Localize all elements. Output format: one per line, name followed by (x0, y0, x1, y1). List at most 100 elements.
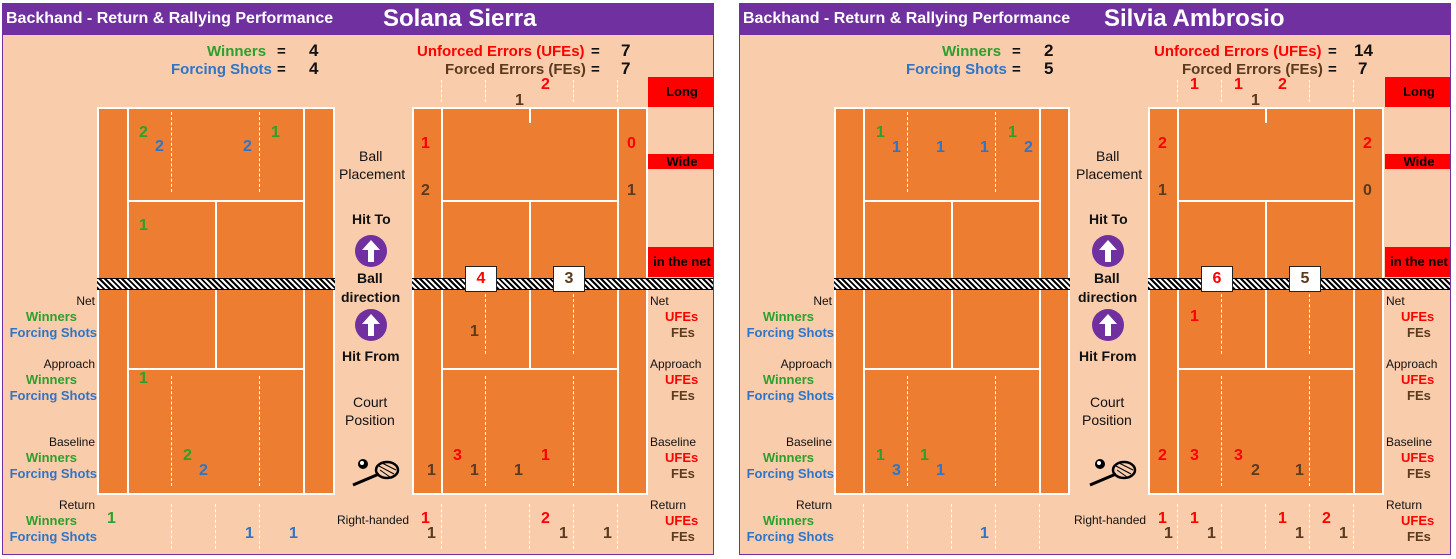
row-label-fes: FEs (671, 529, 695, 544)
summary-eq: = (1012, 43, 1021, 60)
tag-in-the-net: in the net (1385, 247, 1450, 277)
row-label-net: Net (650, 294, 669, 308)
row-label-winners: Winners (762, 309, 814, 324)
court-line (1177, 200, 1355, 202)
return-ufe: 1 (421, 510, 430, 527)
summary-winners-label: Winners (207, 43, 267, 60)
row-label-return: Return (58, 498, 95, 512)
player-name: Silvia Ambrosio (1104, 5, 1285, 32)
ball-placement-label: Ball (359, 148, 383, 164)
court-dash (259, 376, 260, 486)
court-dash (573, 376, 574, 486)
court-line (863, 368, 1041, 370)
court-dash (485, 376, 486, 486)
row-label-baseline: Baseline (650, 435, 697, 449)
court-line (127, 368, 305, 370)
court-dash (171, 112, 172, 192)
court-dash (907, 112, 908, 192)
court-line (1039, 109, 1041, 493)
court-dash (907, 376, 908, 486)
return-dash (951, 504, 952, 549)
court-line (529, 109, 531, 123)
summary-forcing-label: Forcing Shots (906, 61, 1007, 78)
panel-silvia: Backhand - Return & Rallying Performance… (739, 3, 1451, 555)
panel-solana: Backhand - Return & Rallying Performance… (2, 3, 714, 555)
arrow-up-icon (1092, 309, 1124, 341)
court-line (1353, 109, 1355, 493)
baseline-fe: 1 (1295, 462, 1304, 479)
hit-to-label: Hit To (1089, 211, 1128, 227)
row-label-ufes: UFEs (665, 513, 699, 528)
return-dash (1221, 504, 1222, 549)
return-dash (259, 504, 260, 549)
return-ufe: 1 (1190, 510, 1199, 527)
row-label-fes: FEs (1407, 388, 1431, 403)
header-subtitle: Backhand - Return & Rallying Performance (743, 10, 1071, 27)
row-label-return: Return (650, 498, 687, 512)
row-label-ufes: UFEs (1401, 450, 1435, 465)
return-fe: 1 (559, 525, 568, 542)
row-label-baseline: Baseline (1386, 435, 1433, 449)
wide-right-fe: 0 (1363, 182, 1372, 199)
court-position-label: Position (345, 412, 395, 428)
arrow-up-icon (1092, 235, 1124, 267)
summary-fe-value: 7 (1358, 59, 1368, 78)
return-dash (215, 504, 216, 549)
court-line (441, 109, 443, 493)
court-dash (995, 112, 996, 192)
placement-forcing: 2 (155, 138, 164, 155)
court-dash (485, 294, 486, 354)
wide-right-ufe: 2 (1363, 135, 1372, 152)
summary-ufe-value: 14 (1354, 41, 1373, 60)
placement-winners: 1 (876, 124, 885, 141)
return-dash (907, 504, 908, 549)
baseline-forcing: 1 (936, 462, 945, 479)
row-label-return: Return (795, 498, 832, 512)
row-label-baseline: Baseline (785, 435, 832, 449)
tennis-racket-icon (1089, 459, 1137, 487)
row-label-forcing: Forcing Shots (746, 388, 834, 403)
long-dash (1309, 80, 1310, 102)
row-label-ufes: UFEs (665, 372, 699, 387)
court-line (441, 368, 619, 370)
summary-eq: = (1012, 61, 1021, 78)
baseline-ufe: 3 (1190, 447, 1199, 464)
tag-long: Long (1385, 77, 1450, 107)
court-dash (171, 376, 172, 486)
long-ufe: 1 (1190, 76, 1199, 93)
row-label-ufes: UFEs (1401, 372, 1435, 387)
long-ufe: 2 (541, 76, 550, 93)
long-dash (485, 80, 486, 102)
baseline-forcing: 3 (892, 462, 901, 479)
return-winners: 1 (107, 510, 116, 527)
row-label-winners: Winners (25, 309, 77, 324)
return-forcing: 1 (245, 525, 254, 542)
long-fe: 1 (515, 92, 524, 109)
row-label-winners: Winners (762, 450, 814, 465)
long-dash (441, 80, 442, 102)
row-label-fes: FEs (1407, 325, 1431, 340)
court-line (617, 109, 619, 493)
return-ufe: 2 (1322, 510, 1331, 527)
row-label-winners: Winners (25, 450, 77, 465)
net-count-box: 3 (553, 266, 585, 292)
summary-eq: = (277, 61, 286, 78)
row-label-fes: FEs (1407, 466, 1431, 481)
row-label-forcing: Forcing Shots (746, 325, 834, 340)
wide-left-ufe: 1 (421, 135, 430, 152)
approach-winners: 1 (139, 370, 148, 387)
baseline-winners: 1 (920, 447, 929, 464)
return-dash (617, 504, 618, 549)
long-dash (1353, 80, 1354, 102)
baseline-ufe: 1 (541, 447, 550, 464)
return-dash (573, 504, 574, 549)
arrow-up-icon (355, 309, 387, 341)
court-line (127, 200, 305, 202)
return-dash (1039, 504, 1040, 549)
row-label-forcing: Forcing Shots (746, 529, 834, 544)
row-label-approach: Approach (43, 357, 95, 371)
row-label-ufes: UFEs (665, 450, 699, 465)
baseline-ufe: 2 (1158, 447, 1167, 464)
row-label-forcing: Forcing Shots (9, 325, 97, 340)
return-fe: 1 (427, 525, 436, 542)
